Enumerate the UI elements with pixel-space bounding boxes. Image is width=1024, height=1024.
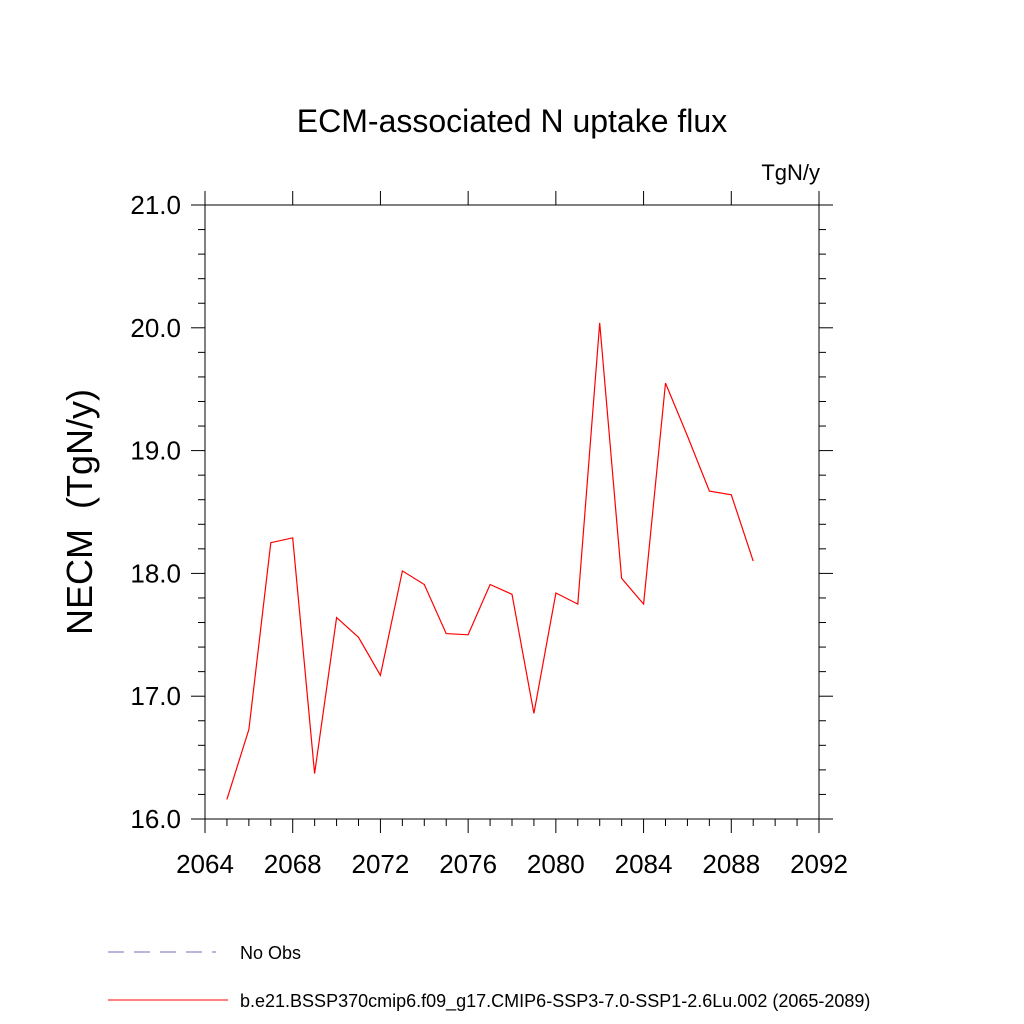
plot-frame <box>204 204 820 820</box>
axis-ticks <box>191 191 833 833</box>
series-lines <box>226 322 754 800</box>
y-tick-label: 21.0 <box>130 190 181 220</box>
x-tick-label: 2076 <box>439 849 497 879</box>
y-tick-label: 16.0 <box>130 804 181 834</box>
x-tick-label: 2084 <box>615 849 673 879</box>
x-tick-label: 2064 <box>176 849 234 879</box>
x-tick-labels: 2064 2068 2072 2076 2080 2084 2088 2092 <box>176 849 848 879</box>
y-tick-label: 19.0 <box>130 436 181 466</box>
series-line-0 <box>226 322 754 800</box>
x-tick-label: 2080 <box>527 849 585 879</box>
y-tick-label: 18.0 <box>130 558 181 588</box>
y-tick-labels: 16.0 17.0 18.0 19.0 20.0 21.0 <box>130 190 181 834</box>
x-tick-label: 2092 <box>790 849 848 879</box>
units-label: TgN/y <box>761 160 820 185</box>
legend-label-1: b.e21.BSSP370cmip6.f09_g17.CMIP6-SSP3-7.… <box>240 991 870 1012</box>
legend: No Obs b.e21.BSSP370cmip6.f09_g17.CMIP6-S… <box>108 943 870 1012</box>
legend-label-0: No Obs <box>240 943 301 963</box>
y-tick-label: 17.0 <box>130 681 181 711</box>
x-tick-label: 2072 <box>352 849 410 879</box>
y-tick-label: 20.0 <box>130 313 181 343</box>
x-tick-label: 2068 <box>264 849 322 879</box>
chart-title: ECM-associated N uptake flux <box>297 103 727 139</box>
x-tick-label: 2088 <box>702 849 760 879</box>
y-axis-label: NECM (TgN/y) <box>59 389 100 635</box>
